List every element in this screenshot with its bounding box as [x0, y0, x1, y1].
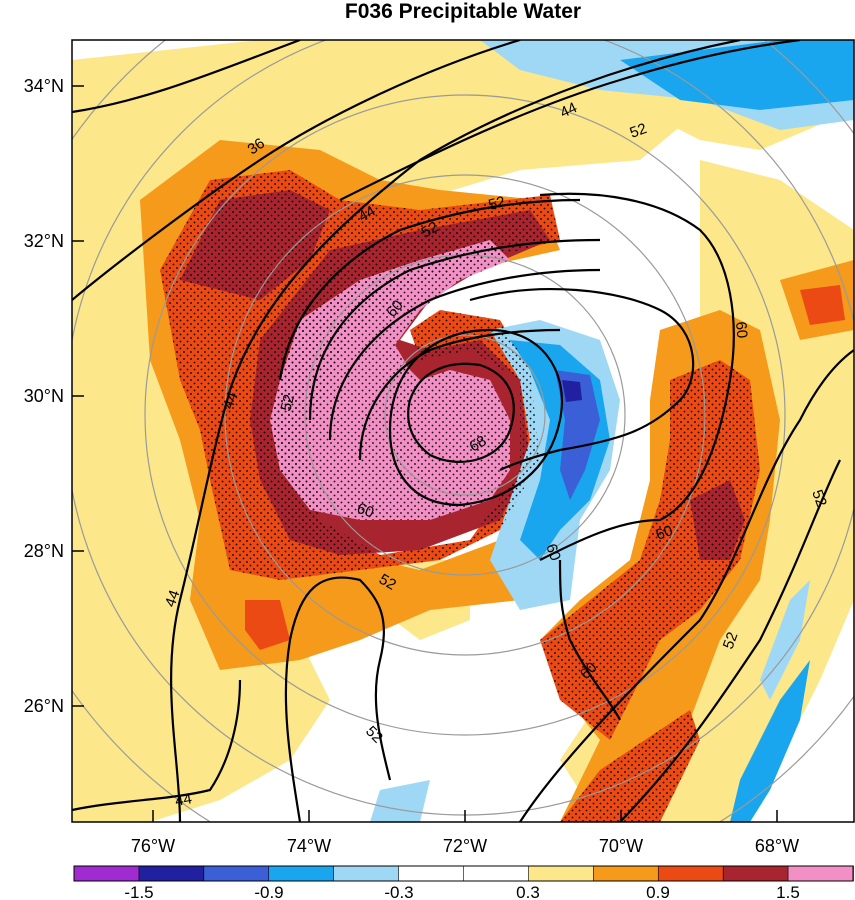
contour-60-outerloop	[469, 288, 695, 471]
colorbar-label: -1.5	[124, 883, 153, 900]
colorbar: -1.5 -0.9 -0.3 0.3 0.9 1.5	[73, 865, 854, 900]
shade-red-southwest	[245, 600, 290, 650]
colorbar-box	[333, 865, 400, 882]
colorbar-frame	[73, 865, 854, 882]
contour-label: 60	[654, 522, 675, 544]
lon-label: 70°W	[599, 836, 643, 856]
contour-label: 52	[808, 488, 830, 509]
lon-label: 76°W	[131, 836, 175, 856]
map-title: F036 Precipitable Water	[345, 0, 581, 23]
stipple-east	[540, 360, 760, 740]
contour-44-west	[170, 40, 741, 822]
range-ring-3	[224, 174, 706, 656]
colorbar-label: 0.9	[646, 883, 670, 900]
colorbar-box	[203, 865, 270, 882]
contour-52-east	[519, 349, 854, 822]
contour-60-south	[558, 559, 621, 721]
lat-label: 28°N	[24, 541, 64, 561]
colorbar-label: -0.3	[384, 883, 413, 900]
contour-label: 52	[487, 193, 508, 214]
contour-label: 36	[245, 135, 268, 158]
colorbar-label: 1.5	[776, 883, 800, 900]
latitude-axis: 34°N 32°N 30°N 28°N 26°N	[24, 76, 84, 716]
contour-label: 52	[277, 393, 298, 414]
contour-label: 44	[162, 588, 184, 609]
range-ring-4	[144, 94, 786, 736]
contour-label: 60	[355, 500, 376, 522]
colorbar-label: -0.9	[254, 883, 283, 900]
colorbar-box	[138, 865, 205, 882]
colorbar-box	[268, 865, 335, 882]
colorbar-boxes	[73, 865, 854, 882]
contour-label: 44	[220, 390, 242, 411]
colorbar-box	[722, 865, 789, 882]
range-ring-1	[384, 334, 546, 496]
contour-labels: 36 44 44 44 44 44 52 52 52 52 52 52 52 5…	[162, 99, 830, 810]
contour-label: 52	[628, 120, 649, 142]
contour-36	[72, 40, 301, 114]
shade-mediumblue-center	[555, 370, 600, 500]
contour-label: 44	[174, 790, 193, 810]
colorbar-box	[593, 865, 660, 882]
shade-red-northeast-blob	[800, 285, 845, 325]
contour-label: 44	[558, 99, 580, 121]
colorbar-box	[398, 865, 465, 882]
lat-label: 32°N	[24, 231, 64, 251]
colorbar-box	[787, 865, 854, 882]
contour-44-south	[72, 679, 242, 812]
stipple-southeast	[560, 710, 700, 822]
colorbar-box	[73, 865, 140, 882]
contour-label: 52	[376, 571, 399, 594]
lat-label: 34°N	[24, 76, 64, 96]
contour-label: 44	[356, 202, 379, 225]
contour-68-core	[407, 362, 515, 463]
contour-60-east	[539, 192, 735, 561]
contour-44-northeast	[339, 40, 801, 201]
lon-label: 74°W	[287, 836, 331, 856]
contour-60-ring2	[328, 268, 601, 441]
colorbar-box	[657, 865, 724, 882]
lat-label: 26°N	[24, 696, 64, 716]
contour-label: 52	[419, 218, 442, 241]
contour-label: 60	[542, 542, 564, 563]
stipple-west	[160, 170, 560, 580]
contour-label: 52	[720, 630, 742, 651]
contour-52-ring	[278, 198, 581, 381]
longitude-axis: 76°W 74°W 72°W 70°W 68°W	[131, 810, 799, 856]
colorbar-box	[463, 865, 530, 882]
colorbar-box	[528, 865, 595, 882]
contour-label: 60	[732, 321, 750, 339]
contour-52-east2	[619, 459, 841, 822]
shade-navy-center	[562, 380, 582, 402]
contour-60-closed	[388, 328, 563, 507]
contour-lines	[72, 40, 854, 822]
lat-label: 30°N	[24, 386, 64, 406]
plot-frame	[71, 39, 855, 823]
contour-label: 68	[467, 432, 490, 455]
contour-36b	[72, 40, 521, 301]
colorbar-label: 0.3	[516, 883, 540, 900]
contour-60-ring3	[358, 328, 561, 461]
shade-blue-topright	[620, 40, 854, 110]
contour-60-ring1	[308, 238, 601, 421]
shade-blue-southeast	[730, 660, 810, 822]
contour-52-outer	[284, 576, 392, 822]
lon-label: 72°W	[443, 836, 487, 856]
lon-label: 68°W	[755, 836, 799, 856]
